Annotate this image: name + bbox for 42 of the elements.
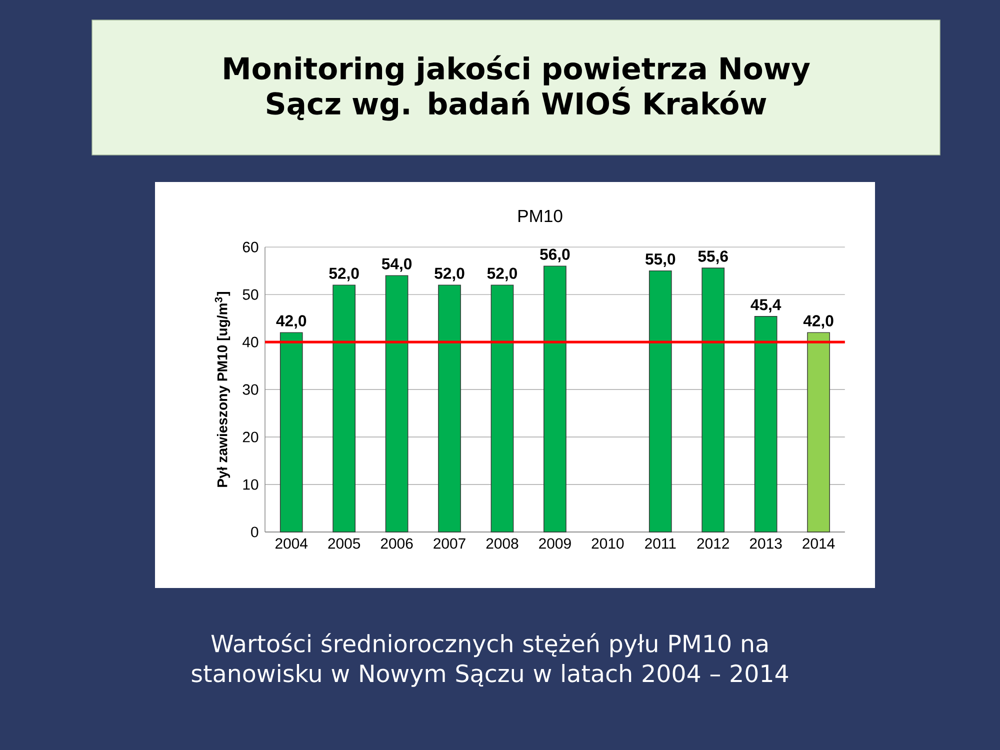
x-tick-label: 2012 (697, 538, 729, 549)
y-tick-label: 10 (243, 479, 258, 490)
data-label: 54,0 (382, 258, 412, 272)
bar (754, 316, 778, 532)
bar (544, 266, 566, 532)
bar (648, 270, 672, 532)
x-tick-label: 2006 (380, 538, 413, 549)
data-label: 52,0 (487, 268, 517, 282)
bar (490, 284, 514, 532)
x-tick-label: 2013 (750, 538, 782, 549)
chart-title: Monitoring jakości powietrza Nowy Sącz wg. badań WIOŚ Kraków (224, 55, 810, 121)
x-tick-label: 2007 (434, 538, 466, 549)
text: Wartości średniorocznych stężeń pyłu PM10 na stanowisku w Nowym Sączu w latach 2004 – 2014 (192, 633, 788, 687)
x-tick-label: 2014 (802, 538, 835, 549)
data-label: 52,0 (329, 268, 359, 282)
bar (280, 332, 303, 532)
chart-subtitle: PM10 (518, 210, 562, 222)
data-label: 42,0 (803, 315, 834, 329)
data-label: 56,0 (540, 248, 570, 262)
data-label: 55,6 (698, 250, 728, 264)
x-tick-label: 2005 (328, 538, 360, 549)
data-label: 45,4 (750, 299, 782, 313)
x-tick-label: 2008 (486, 538, 518, 549)
y-tick-label: 60 (242, 242, 258, 252)
x-tick-label: 2009 (539, 538, 571, 549)
bar (385, 275, 408, 532)
bar (702, 268, 725, 532)
y-axis-title: Pył zawieszony PM10 [ug/m$^{3}$] (214, 292, 230, 487)
bar (438, 284, 461, 532)
data-label: 55,0 (645, 253, 676, 267)
data-label: 42,0 (276, 315, 306, 329)
data-label: 52,0 (434, 268, 464, 282)
x-tick-label: 2004 (275, 538, 308, 549)
bar (807, 332, 830, 532)
y-tick-label: 50 (242, 289, 258, 300)
x-tick-label: 2011 (645, 538, 676, 549)
y-tick-label: 20 (242, 432, 258, 442)
y-tick-label: 40 (242, 336, 258, 348)
y-tick-label: 30 (242, 384, 258, 395)
x-tick-label: 2010 (592, 538, 624, 549)
y-tick-label: 0 (251, 526, 258, 538)
bar (332, 284, 356, 532)
